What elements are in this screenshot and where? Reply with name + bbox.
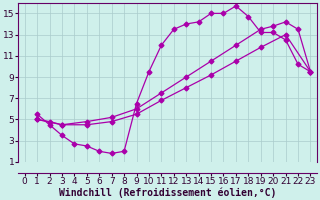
X-axis label: Windchill (Refroidissement éolien,°C): Windchill (Refroidissement éolien,°C)	[59, 187, 276, 198]
